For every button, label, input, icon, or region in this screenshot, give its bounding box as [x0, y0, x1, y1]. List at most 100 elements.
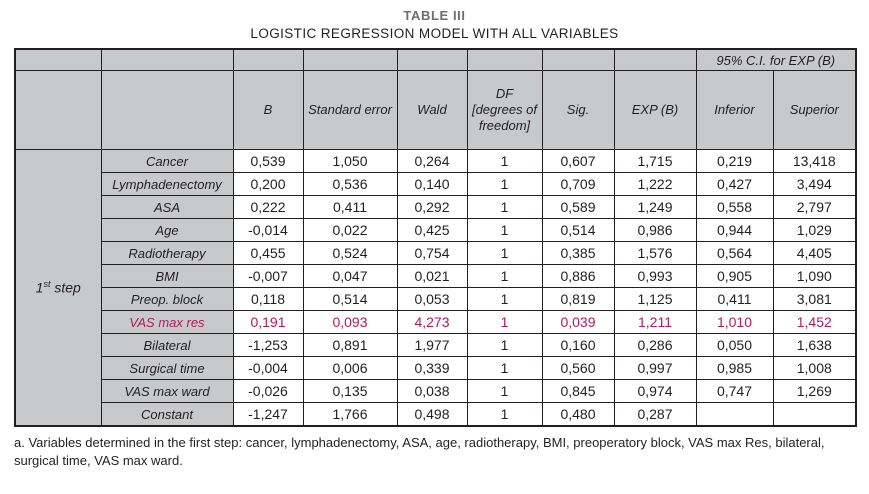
value-cell: 0,891: [302, 333, 398, 357]
value-cell: 1: [466, 310, 543, 334]
value-cell: 0,905: [695, 264, 774, 288]
value-cell: 0,607: [541, 149, 615, 173]
variable-name: Age: [100, 218, 234, 242]
value-cell: 1: [466, 264, 543, 288]
value-cell: 1,977: [396, 333, 468, 357]
table-row: Lymphadenectomy 0,200 0,536 0,140 1 0,709 1,22…: [15, 172, 857, 196]
value-cell: 0,006: [302, 356, 398, 380]
value-cell: 0,539: [232, 149, 304, 173]
column-header-row: B Standard error Wald DF [degrees of fre…: [14, 70, 857, 150]
table-row: Surgical time -0,004 0,006 0,339 1 0,560 0,997…: [15, 356, 857, 380]
value-cell: 0,039: [541, 310, 615, 334]
empty-header-cell: [100, 70, 234, 150]
value-cell: -1,253: [232, 333, 304, 357]
value-cell: 1,029: [772, 218, 857, 242]
value-cell: 0,986: [613, 218, 697, 242]
value-cell: 0,222: [232, 195, 304, 219]
variable-name: VAS max ward: [100, 379, 234, 403]
value-cell: 1,050: [302, 149, 398, 173]
value-cell: 0,564: [695, 241, 774, 265]
table-subtitle: LOGISTIC REGRESSION MODEL WITH ALL VARIA…: [250, 26, 619, 41]
value-cell: 0,845: [541, 379, 615, 403]
value-cell: -0,026: [232, 379, 304, 403]
value-cell: 0,754: [396, 241, 468, 265]
value-cell: 1,452: [772, 310, 857, 334]
value-cell: 0,140: [396, 172, 468, 196]
value-cell: 1: [466, 241, 543, 265]
variable-name: Radiotherapy: [100, 241, 234, 265]
footnote: a. Variables determined in the first ste…: [14, 435, 825, 469]
empty-header-cell: [302, 48, 398, 71]
variable-name: ASA: [100, 195, 234, 219]
value-cell: 0,480: [541, 402, 615, 427]
value-cell: 1: [466, 402, 543, 427]
value-cell: 0,219: [695, 149, 774, 173]
value-cell: 1,715: [613, 149, 697, 173]
value-cell: 1,211: [613, 310, 697, 334]
value-cell: -0,004: [232, 356, 304, 380]
empty-header-cell: [14, 70, 102, 150]
column-header-b: B: [232, 70, 304, 150]
ci-header-row: 95% C.I. for EXP (B): [14, 48, 857, 71]
value-cell: 0,118: [232, 287, 304, 311]
variable-name: Bilateral: [100, 333, 234, 357]
empty-header-cell: [14, 48, 102, 71]
value-cell: 0,944: [695, 218, 774, 242]
variable-name: BMI: [100, 264, 234, 288]
value-cell: 1,125: [613, 287, 697, 311]
value-cell: 1,008: [772, 356, 857, 380]
value-cell: [695, 402, 774, 427]
value-cell: 0,997: [613, 356, 697, 380]
value-cell: 0,038: [396, 379, 468, 403]
value-cell: 1: [466, 195, 543, 219]
value-cell: 0,747: [695, 379, 774, 403]
variable-name: Constant: [100, 402, 234, 427]
column-header-superior: Superior: [772, 70, 857, 150]
value-cell: 0,385: [541, 241, 615, 265]
table-row: VAS max res 0,191 0,093 4,273 1 0,039 1,211 1,0…: [15, 310, 857, 334]
value-cell: 0,411: [302, 195, 398, 219]
value-cell: 0,200: [232, 172, 304, 196]
table-row: Constant -1,247 1,766 0,498 1 0,480 0,287: [15, 402, 857, 427]
value-cell: 0,160: [541, 333, 615, 357]
value-cell: 4,405: [772, 241, 857, 265]
value-cell: 0,339: [396, 356, 468, 380]
column-header-wald: Wald: [396, 70, 468, 150]
table-row: Preop. block 0,118 0,514 0,053 1 0,819 1,125 0,…: [15, 287, 857, 311]
variable-name: Lymphadenectomy: [100, 172, 234, 196]
table-row: Age -0,014 0,022 0,425 1 0,514 0,986 0,944 1,029: [15, 218, 857, 242]
value-cell: 0,993: [613, 264, 697, 288]
value-cell: 0,050: [695, 333, 774, 357]
value-cell: 0,287: [613, 402, 697, 427]
value-cell: -0,014: [232, 218, 304, 242]
value-cell: 1,090: [772, 264, 857, 288]
ci-group-header: 95% C.I. for EXP (B): [695, 48, 857, 71]
value-cell: 13,418: [772, 149, 857, 173]
value-cell: 1: [466, 333, 543, 357]
column-header-sig: Sig.: [541, 70, 615, 150]
variable-name: Preop. block: [100, 287, 234, 311]
value-cell: 1: [466, 172, 543, 196]
value-cell: 0,411: [695, 287, 774, 311]
value-cell: 0,286: [613, 333, 697, 357]
table-row: 1st step Cancer 0,539 1,050 0,264 1 0,607 1,715…: [14, 149, 857, 427]
value-cell: 0,974: [613, 379, 697, 403]
table-row: VAS max ward -0,026 0,135 0,038 1 0,845 0,974 0…: [15, 379, 857, 403]
value-cell: 0,425: [396, 218, 468, 242]
value-cell: 0,292: [396, 195, 468, 219]
value-cell: 0,455: [232, 241, 304, 265]
value-cell: 0,022: [302, 218, 398, 242]
column-header-inferior: Inferior: [695, 70, 774, 150]
empty-header-cell: [541, 48, 615, 71]
variable-name: VAS max res: [100, 310, 234, 334]
regression-table: 95% C.I. for EXP (B) B Standard error Wa…: [14, 48, 858, 427]
value-cell: 1,222: [613, 172, 697, 196]
table-title: TABLE III: [403, 8, 466, 23]
value-cell: 0,264: [396, 149, 468, 173]
value-cell: 0,135: [302, 379, 398, 403]
column-header-df: DF [degrees of freedom]: [466, 70, 543, 150]
empty-header-cell: [613, 48, 697, 71]
value-cell: 0,558: [695, 195, 774, 219]
value-cell: 3,494: [772, 172, 857, 196]
